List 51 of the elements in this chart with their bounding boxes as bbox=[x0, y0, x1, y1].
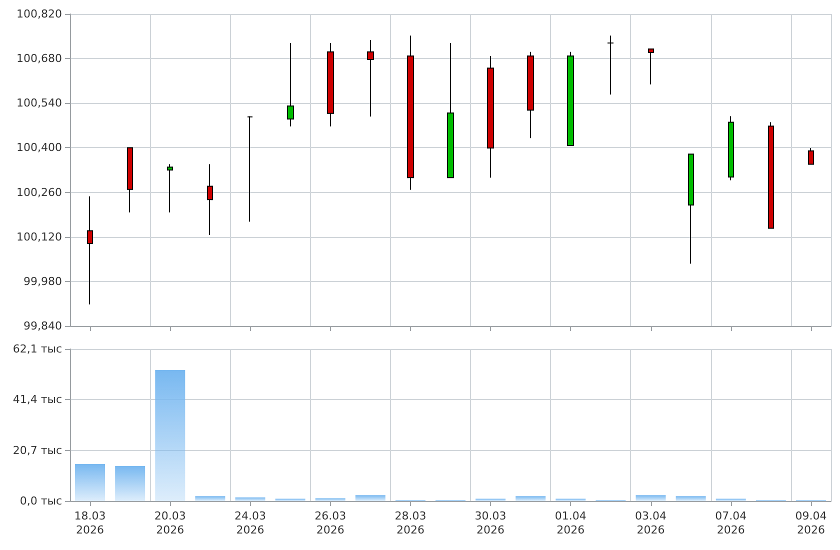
y-tick-label: 20,7 тыс bbox=[12, 444, 62, 457]
bar bbox=[315, 498, 346, 501]
candlestick bbox=[247, 116, 253, 222]
candlestick bbox=[487, 56, 494, 178]
y-tick-label: 100,820 bbox=[16, 8, 62, 20]
candlestick bbox=[287, 42, 294, 127]
x-tick-label: 03.04 2026 bbox=[635, 510, 667, 536]
candlestick bbox=[648, 48, 654, 85]
candlestick bbox=[327, 42, 334, 127]
candlestick bbox=[728, 116, 734, 181]
x-tick-label: 24.03 2026 bbox=[234, 510, 266, 536]
candlestick bbox=[367, 40, 374, 118]
x-tick-label: 28.03 2026 bbox=[394, 510, 426, 536]
x-tick-label: 18.03 2026 bbox=[74, 510, 106, 536]
x-tick-label: 01.04 2026 bbox=[554, 510, 586, 536]
bar bbox=[516, 496, 546, 501]
y-tick-label: 100,680 bbox=[16, 52, 62, 66]
bar bbox=[355, 495, 386, 501]
candlestick bbox=[447, 42, 454, 178]
candlestick bbox=[407, 35, 414, 190]
candlestick bbox=[808, 148, 814, 165]
x-tick-label: 09.04 2026 bbox=[795, 510, 827, 536]
candlestick bbox=[127, 147, 133, 213]
bar bbox=[155, 370, 186, 501]
y-tick-label: 99,840 bbox=[24, 320, 62, 332]
bar bbox=[195, 496, 226, 501]
y-tick-label: 100,400 bbox=[16, 141, 62, 154]
y-tick-label: 100,540 bbox=[16, 96, 62, 110]
candlestick bbox=[607, 35, 614, 96]
candlestick bbox=[527, 51, 534, 139]
y-tick-label: 99,980 bbox=[24, 274, 62, 288]
x-tick-label: 26.03 2026 bbox=[314, 510, 346, 536]
x-tick-label: 20.03 2026 bbox=[154, 510, 186, 536]
y-tick-label: 100,120 bbox=[16, 230, 62, 244]
bar bbox=[115, 466, 146, 501]
candlestick bbox=[768, 122, 774, 229]
x-tick-label: 30.03 2026 bbox=[474, 510, 506, 536]
y-tick-label: 100,260 bbox=[16, 186, 62, 199]
y-tick-label: 62,1 тыс bbox=[12, 342, 62, 356]
y-tick-label: 0,0 тыс bbox=[20, 494, 62, 508]
bar bbox=[75, 464, 106, 501]
candlestick bbox=[688, 154, 694, 264]
bar bbox=[636, 495, 666, 501]
candlestick bbox=[167, 164, 173, 213]
candlestick bbox=[567, 51, 574, 146]
x-tick-label: 07.04 2026 bbox=[715, 510, 747, 536]
candlestick bbox=[207, 164, 213, 236]
y-tick-label: 41,4 тыс bbox=[12, 393, 62, 406]
bar bbox=[676, 496, 706, 501]
bar bbox=[235, 497, 266, 501]
candlestick bbox=[87, 196, 93, 305]
